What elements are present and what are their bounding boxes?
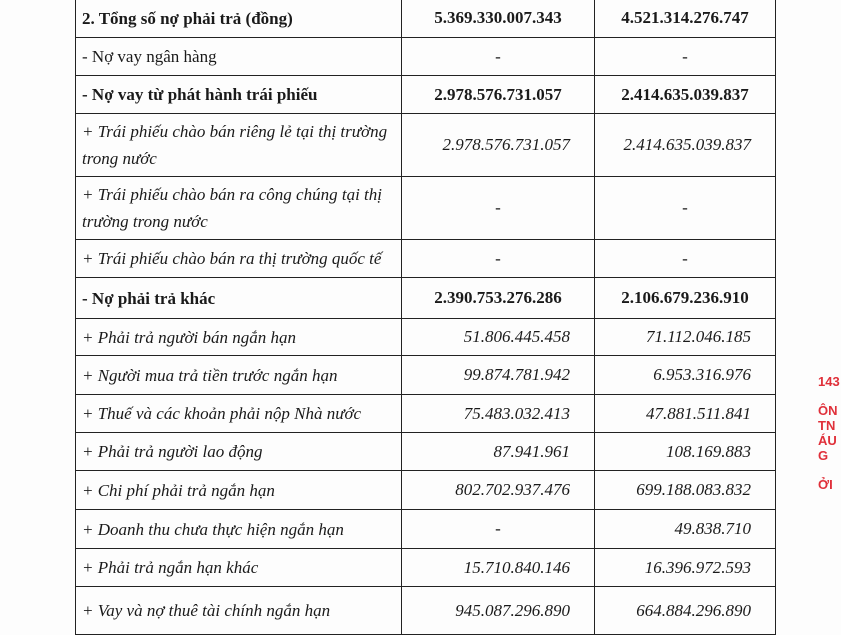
table-row: + Vay và nợ thuê tài chính ngắn hạn 945.0… [75,586,776,635]
value-period-2: 49.838.710 [594,509,776,549]
value-period-1: 51.806.445.458 [401,318,595,356]
table-row: + Doanh thu chưa thực hiện ngắn hạn -49.8… [75,509,776,549]
row-label: - Nợ phải trả khác [75,277,402,319]
row-label: + Chi phí phải trả ngắn hạn [75,470,402,510]
row-label: + Trái phiếu chào bán ra thị trường quốc… [75,239,402,278]
row-label: + Phải trả người lao động [75,432,402,471]
value-period-2: - [594,176,776,240]
row-label: + Trái phiếu chào bán riêng lẻ tại thị t… [75,113,402,177]
table-row: + Phải trả người bán ngắn hạn 51.806.445.… [75,318,776,356]
table-row: - Nợ phải trả khác 2.390.753.276.286 2.106… [75,277,776,319]
value-period-2: - [594,239,776,278]
table-row: + Trái phiếu chào bán ra công chúng tại … [75,176,776,240]
value-period-1: - [401,509,595,549]
value-period-1: 87.941.961 [401,432,595,471]
value-period-1: 2.978.576.731.057 [401,75,595,114]
stamp-text: 143 [818,374,840,389]
stamp-text: G [818,448,829,463]
table-row: + Người mua trả tiền trước ngắn hạn 99.87… [75,355,776,395]
stamp-text: TN [818,418,836,433]
table-row: + Chi phí phải trả ngắn hạn 802.702.937.4… [75,470,776,510]
value-period-2: 2.106.679.236.910 [594,277,776,319]
row-label: + Thuế và các khoản phải nộp Nhà nước [75,394,402,433]
table-row: + Phải trả ngắn hạn khác 15.710.840.146 16… [75,548,776,587]
liabilities-table: 2. Tổng số nợ phải trả (đồng) 5.369.330.0… [75,0,776,635]
value-period-1: - [401,239,595,278]
value-period-1: 2.978.576.731.057 [401,113,595,177]
row-label: + Doanh thu chưa thực hiện ngắn hạn [75,509,402,549]
value-period-2: 2.414.635.039.837 [594,75,776,114]
table-row: + Phải trả người lao động 87.941.961 108.1… [75,432,776,471]
value-period-2: 16.396.972.593 [594,548,776,587]
value-period-2: 6.953.316.976 [594,355,776,395]
stamp-text: ÔN [818,403,838,418]
row-label: + Trái phiếu chào bán ra công chúng tại … [75,176,402,240]
value-period-2: 4.521.314.276.747 [594,0,776,38]
value-period-2: 71.112.046.185 [594,318,776,356]
value-period-2: 47.881.511.841 [594,394,776,433]
value-period-1: 15.710.840.146 [401,548,595,587]
value-period-1: 2.390.753.276.286 [401,277,595,319]
table-row: 2. Tổng số nợ phải trả (đồng) 5.369.330.0… [75,0,776,38]
value-period-2: 699.188.083.832 [594,470,776,510]
value-period-1: - [401,176,595,240]
table-row: - Nợ vay từ phát hành trái phiếu 2.978.57… [75,75,776,114]
row-label: + Vay và nợ thuê tài chính ngắn hạn [75,586,402,635]
value-period-1: 99.874.781.942 [401,355,595,395]
value-period-2: 664.884.296.890 [594,586,776,635]
stamp-text: ÁU [818,433,837,448]
stamp-text: ỞI [818,477,833,492]
row-label: + Phải trả ngắn hạn khác [75,548,402,587]
row-label: - Nợ vay từ phát hành trái phiếu [75,75,402,114]
row-label: + Phải trả người bán ngắn hạn [75,318,402,356]
table-row: + Trái phiếu chào bán riêng lẻ tại thị t… [75,113,776,177]
red-stamp-fragment: 143 ÔN TN ÁU G ỞI [818,374,840,492]
value-period-2: 108.169.883 [594,432,776,471]
value-period-1: 802.702.937.476 [401,470,595,510]
value-period-2: 2.414.635.039.837 [594,113,776,177]
row-label: 2. Tổng số nợ phải trả (đồng) [75,0,402,38]
table-row: + Thuế và các khoản phải nộp Nhà nước 75.… [75,394,776,433]
value-period-2: - [594,37,776,76]
table-row: + Trái phiếu chào bán ra thị trường quốc… [75,239,776,278]
row-label: - Nợ vay ngân hàng [75,37,402,76]
value-period-1: 75.483.032.413 [401,394,595,433]
row-label: + Người mua trả tiền trước ngắn hạn [75,355,402,395]
value-period-1: 945.087.296.890 [401,586,595,635]
value-period-1: - [401,37,595,76]
table-row: - Nợ vay ngân hàng - - [75,37,776,76]
value-period-1: 5.369.330.007.343 [401,0,595,38]
